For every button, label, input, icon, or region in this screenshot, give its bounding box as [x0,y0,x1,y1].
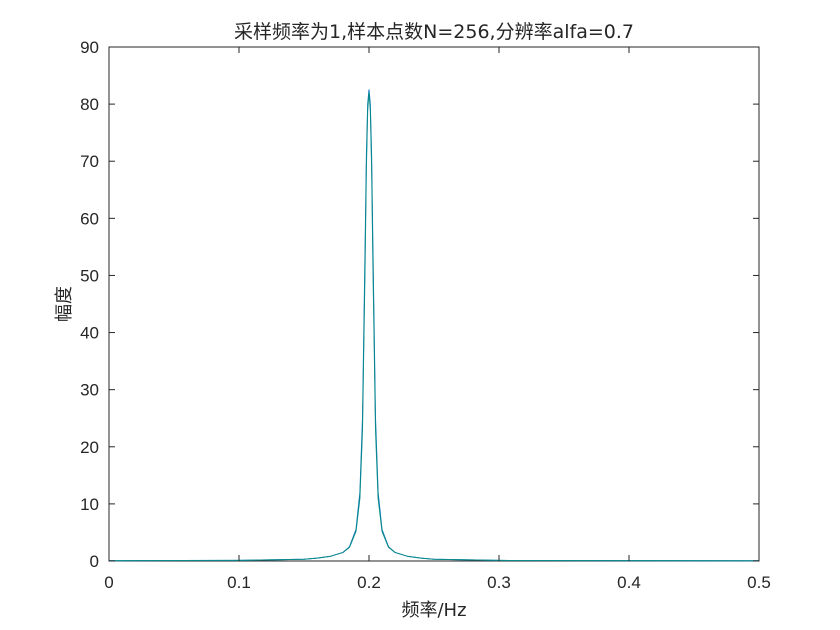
plot-area [108,46,760,562]
x-tick-label: 0.2 [357,573,381,592]
chart-title: 采样频率为1,样本点数N=256,分辨率alfa=0.7 [234,21,634,43]
y-tick-label: 80 [80,95,99,114]
y-tick-label: 60 [80,209,99,228]
y-tick-label: 70 [80,152,99,171]
x-tick-label: 0.4 [617,573,641,592]
series-line-2 [108,92,760,562]
y-axis-label: 幅度 [54,286,75,322]
series-layer [108,89,760,562]
y-tick-label: 90 [80,38,99,57]
x-axis-label: 频率/Hz [401,600,466,621]
y-tick-label: 30 [80,381,99,400]
y-tick-label: 0 [90,552,99,571]
x-tick-label: 0.1 [227,573,251,592]
x-tick-label: 0 [104,573,113,592]
y-tick-label: 40 [80,324,99,343]
x-axis-ticks: 0 0.1 0.2 0.3 0.4 0.5 [104,47,771,592]
y-tick-label: 20 [80,438,99,457]
y-axis-ticks: 0 10 20 30 40 50 60 70 80 90 [80,38,759,571]
x-tick-label: 0.5 [747,573,771,592]
x-tick-label: 0.3 [487,573,511,592]
y-tick-label: 50 [80,266,99,285]
y-tick-label: 10 [80,495,99,514]
